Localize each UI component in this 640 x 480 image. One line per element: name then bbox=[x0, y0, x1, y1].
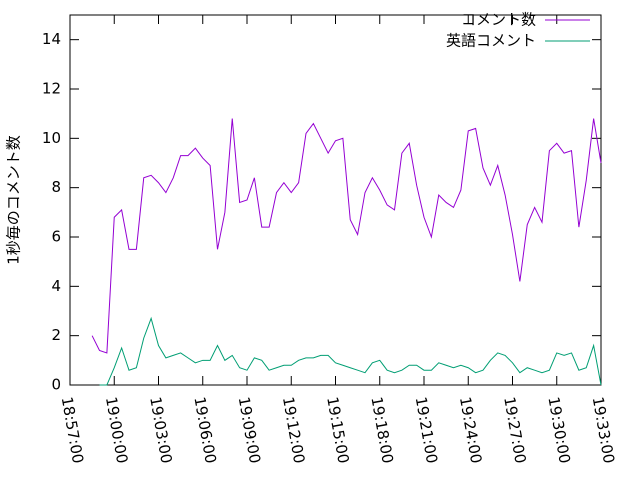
y-tick-label: 8 bbox=[51, 178, 61, 196]
series-line bbox=[91, 118, 602, 354]
y-tick-label: 10 bbox=[42, 129, 61, 147]
legend-label: 英語コメント bbox=[446, 32, 536, 50]
plot-border bbox=[69, 14, 602, 386]
legend-label: コメント数 bbox=[461, 11, 536, 29]
x-tick-label: 19:30:00 bbox=[544, 395, 573, 464]
y-tick-label: 14 bbox=[42, 30, 61, 48]
y-tick-label: 6 bbox=[51, 228, 61, 246]
x-tick-label: 19:03:00 bbox=[146, 395, 175, 464]
x-tick-label: 19:09:00 bbox=[235, 395, 264, 464]
x-tick-label: 19:12:00 bbox=[279, 395, 308, 464]
y-tick-label: 0 bbox=[51, 376, 61, 394]
x-tick-label: 19:27:00 bbox=[500, 395, 529, 464]
x-tick-label: 19:33:00 bbox=[589, 395, 618, 464]
x-tick-label: 18:57:00 bbox=[58, 395, 87, 464]
x-tick-label: 19:15:00 bbox=[323, 395, 352, 464]
x-tick-label: 19:21:00 bbox=[412, 395, 441, 464]
x-tick-label: 19:00:00 bbox=[102, 395, 131, 464]
y-axis-label: 1秒毎のコメント数 bbox=[5, 135, 23, 265]
y-tick-label: 12 bbox=[42, 80, 61, 98]
x-tick-label: 19:24:00 bbox=[456, 395, 485, 464]
y-tick-label: 2 bbox=[51, 326, 61, 344]
x-tick-label: 19:18:00 bbox=[367, 395, 396, 464]
x-tick-label: 19:06:00 bbox=[190, 395, 219, 464]
series-line bbox=[99, 316, 602, 386]
y-tick-label: 4 bbox=[51, 277, 61, 295]
